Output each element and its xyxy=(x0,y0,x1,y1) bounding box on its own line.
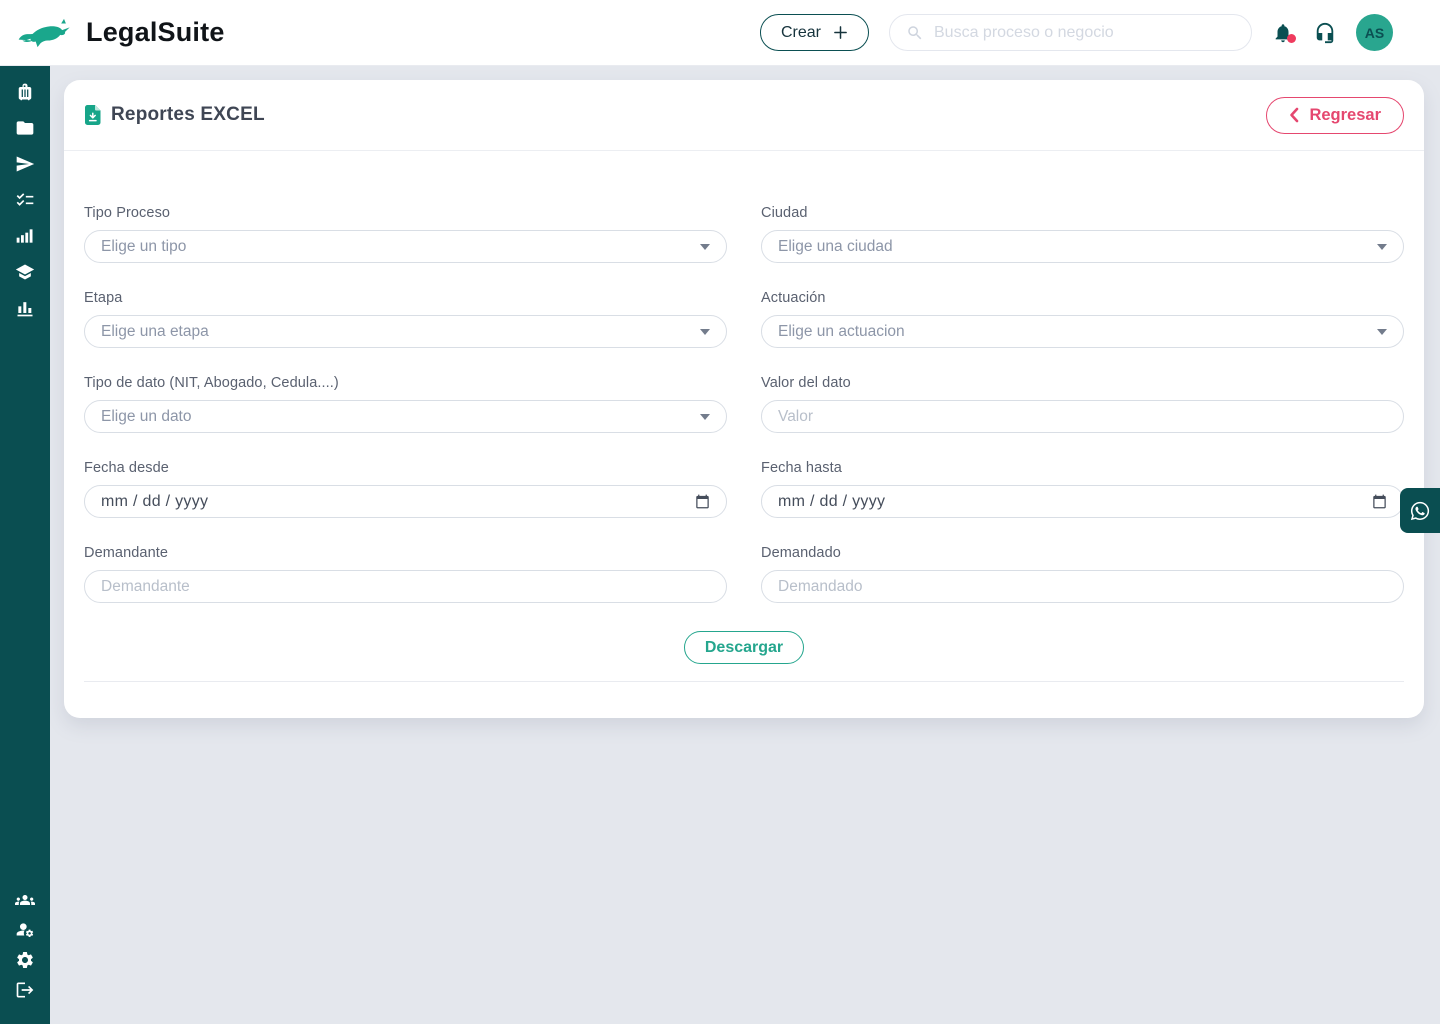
field-label: Ciudad xyxy=(761,205,808,221)
ciudad-select[interactable]: Elige una ciudad xyxy=(761,230,1404,263)
send-icon[interactable] xyxy=(15,154,35,174)
user-avatar[interactable]: AS xyxy=(1356,14,1393,51)
top-header: LegalSuite Crear AS xyxy=(0,0,1440,66)
field-label: Actuación xyxy=(761,290,826,306)
field-tipo-proceso: Tipo Proceso Elige un tipo xyxy=(84,205,727,263)
global-search xyxy=(889,14,1252,51)
whatsapp-button[interactable] xyxy=(1400,488,1440,533)
brand-logo[interactable]: LegalSuite xyxy=(16,16,225,50)
chevron-down-icon xyxy=(700,243,710,250)
plus-icon xyxy=(833,25,848,40)
create-button-label: Crear xyxy=(780,23,821,41)
create-button[interactable]: Crear xyxy=(759,14,869,51)
fecha-hasta-input[interactable]: mm / dd / yyyy xyxy=(761,485,1404,518)
demandante-input[interactable] xyxy=(101,577,710,596)
chevron-down-icon xyxy=(700,328,710,335)
select-placeholder: Elige una etapa xyxy=(101,322,209,340)
avatar-initials: AS xyxy=(1364,24,1385,41)
field-etapa: Etapa Elige una etapa xyxy=(84,290,727,348)
field-demandante: Demandante xyxy=(84,545,727,603)
left-sidebar xyxy=(0,66,50,1024)
date-value: mm / dd / yyyy xyxy=(778,492,886,510)
field-fecha-hasta: Fecha hasta mm / dd / yyyy xyxy=(761,460,1404,518)
field-label: Demandado xyxy=(761,545,841,561)
actuacion-select[interactable]: Elige un actuacion xyxy=(761,315,1404,348)
bar-chart-icon[interactable] xyxy=(15,298,35,318)
field-actuacion: Actuación Elige un actuacion xyxy=(761,290,1404,348)
graduation-cap-icon[interactable] xyxy=(15,262,35,282)
excel-download-icon xyxy=(84,105,101,125)
demandado-input-wrap xyxy=(761,570,1404,603)
field-ciudad: Ciudad Elige una ciudad xyxy=(761,205,1404,263)
report-filter-form: Tipo Proceso Elige un tipo Ciudad Elige … xyxy=(64,151,1424,682)
chevron-left-icon xyxy=(1289,107,1299,123)
folder-icon[interactable] xyxy=(15,118,35,138)
headset-icon xyxy=(1316,22,1334,43)
page-title: Reportes EXCEL xyxy=(111,104,265,125)
select-placeholder: Elige un actuacion xyxy=(778,322,905,340)
field-label: Valor del dato xyxy=(761,375,851,391)
briefcase-icon[interactable] xyxy=(15,82,35,102)
chevron-down-icon xyxy=(1377,243,1387,250)
field-demandado: Demandado xyxy=(761,545,1404,603)
field-tipo-de-dato: Tipo de dato (NIT, Abogado, Cedula....) … xyxy=(84,375,727,433)
notification-badge xyxy=(1287,33,1296,43)
gear-icon[interactable] xyxy=(15,950,35,970)
chevron-down-icon xyxy=(700,413,710,420)
calendar-icon[interactable] xyxy=(1372,494,1387,509)
field-label: Demandante xyxy=(84,545,169,561)
support-button[interactable] xyxy=(1314,22,1336,44)
demandado-input[interactable] xyxy=(778,577,1387,596)
etapa-select[interactable]: Elige una etapa xyxy=(84,315,727,348)
logout-icon[interactable] xyxy=(15,980,35,1000)
select-placeholder: Elige una ciudad xyxy=(778,237,893,255)
whatsapp-icon xyxy=(1410,501,1430,520)
squirrel-logo-icon xyxy=(16,16,78,50)
fecha-desde-input[interactable]: mm / dd / yyyy xyxy=(84,485,727,518)
calendar-icon[interactable] xyxy=(695,494,710,509)
groups-icon[interactable] xyxy=(15,890,35,910)
download-row: Descargar xyxy=(84,631,1404,664)
search-input[interactable] xyxy=(934,23,1235,42)
card-header: Reportes EXCEL Regresar xyxy=(64,80,1424,151)
field-label: Tipo de dato (NIT, Abogado, Cedula....) xyxy=(84,375,339,391)
brand-name: LegalSuite xyxy=(86,17,225,47)
notifications-button[interactable] xyxy=(1272,22,1296,44)
bottom-divider xyxy=(84,681,1404,682)
tipo-proceso-select[interactable]: Elige un tipo xyxy=(84,230,727,263)
user-settings-icon[interactable] xyxy=(15,920,35,940)
field-valor-del-dato: Valor del dato xyxy=(761,375,1404,433)
valor-input[interactable] xyxy=(778,407,1387,426)
chevron-down-icon xyxy=(1377,328,1387,335)
field-label: Fecha hasta xyxy=(761,460,842,476)
field-label: Tipo Proceso xyxy=(84,205,171,221)
field-fecha-desde: Fecha desde mm / dd / yyyy xyxy=(84,460,727,518)
select-placeholder: Elige un dato xyxy=(101,407,192,425)
back-button-label: Regresar xyxy=(1309,105,1381,124)
tipo-de-dato-select[interactable]: Elige un dato xyxy=(84,400,727,433)
valor-input-wrap xyxy=(761,400,1404,433)
form-grid: Tipo Proceso Elige un tipo Ciudad Elige … xyxy=(84,205,1404,603)
page-title-group: Reportes EXCEL xyxy=(84,104,265,126)
back-button[interactable]: Regresar xyxy=(1266,96,1404,134)
bell-icon xyxy=(1275,23,1291,42)
field-label: Etapa xyxy=(84,290,123,306)
checklist-icon[interactable] xyxy=(15,190,35,210)
select-placeholder: Elige un tipo xyxy=(101,237,187,255)
date-value: mm / dd / yyyy xyxy=(101,492,209,510)
signal-bars-icon[interactable] xyxy=(15,226,35,246)
download-button[interactable]: Descargar xyxy=(683,631,805,664)
header-actions: Crear AS xyxy=(759,14,1393,51)
field-label: Fecha desde xyxy=(84,460,169,476)
demandante-input-wrap xyxy=(84,570,727,603)
reports-card: Reportes EXCEL Regresar Tipo Proceso Eli… xyxy=(64,80,1424,718)
search-icon xyxy=(906,24,924,42)
